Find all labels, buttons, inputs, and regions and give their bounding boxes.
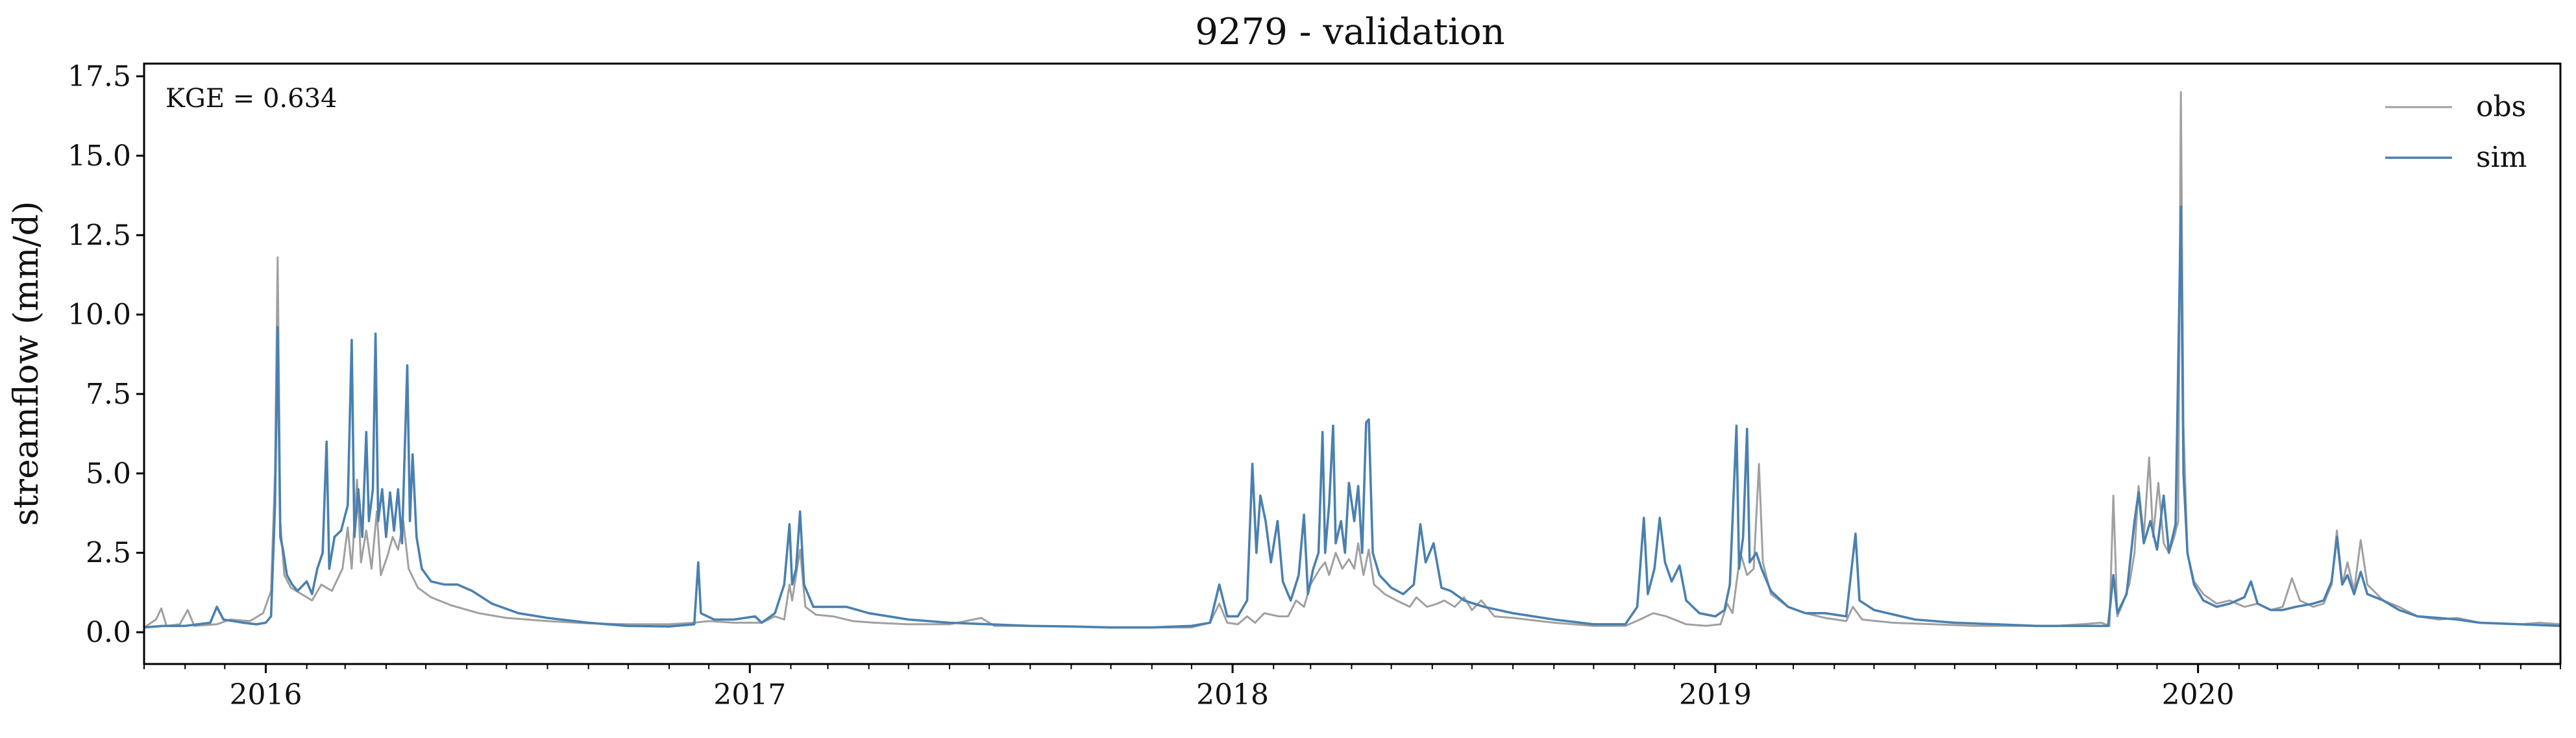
x-tick-label: 2018 xyxy=(1196,678,1269,711)
chart-title: 9279 - validation xyxy=(1195,11,1504,53)
y-tick-label: 2.5 xyxy=(86,537,131,570)
legend-label-sim: sim xyxy=(2476,141,2527,174)
series-line-obs xyxy=(143,91,2561,629)
x-tick-label: 2020 xyxy=(2162,678,2235,711)
x-tick-label: 2016 xyxy=(229,678,302,711)
legend-label-obs: obs xyxy=(2476,90,2526,123)
y-tick-label: 17.5 xyxy=(67,60,131,93)
chart-legend: obs sim xyxy=(2385,90,2527,174)
axes-layer: 0.0 2.5 5.0 7.5 10.0 12.5 15.0 17.5 2016 2017 2018… xyxy=(67,60,2561,711)
kge-annotation: KGE = 0.634 xyxy=(166,84,337,114)
y-tick-label: 0.0 xyxy=(86,616,131,649)
y-tick-label: 7.5 xyxy=(86,378,131,411)
x-tick-label: 2017 xyxy=(713,678,786,711)
x-tick-label: 2019 xyxy=(1679,678,1752,711)
y-tick-label: 5.0 xyxy=(86,457,131,490)
y-axis-label: streamflow (mm/d) xyxy=(7,201,46,526)
series-layer xyxy=(143,91,2561,629)
y-tick-label: 15.0 xyxy=(67,140,131,173)
plot-frame xyxy=(143,62,2562,665)
y-tick-label: 10.0 xyxy=(67,299,131,332)
y-tick-label: 12.5 xyxy=(67,219,131,252)
series-line-sim xyxy=(143,205,2561,629)
